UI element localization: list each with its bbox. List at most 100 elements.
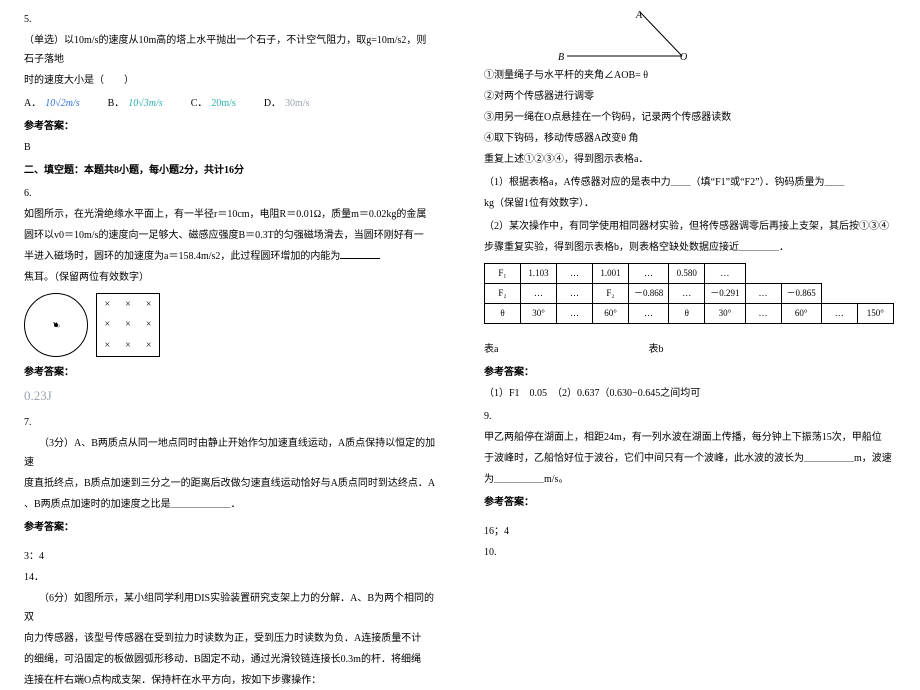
opt-a-label: A． <box>24 94 41 113</box>
q14-answer-label: 参考答案： <box>484 363 896 382</box>
q7-line3: 、B两质点加速时的加速度之比是＿＿＿＿＿＿． <box>24 495 436 514</box>
caption-a: 表a <box>484 340 498 359</box>
opt-d-value: 30m/s <box>285 94 309 113</box>
q14-line3: 的细绳，可沿固定的板做圆弧形移动．B固定不动，通过光滑铰链连接长0.3m的杆．将… <box>24 650 436 669</box>
ring-icon: v₀ <box>24 293 88 357</box>
cell: 30° <box>705 304 745 324</box>
cell: 0.580 <box>669 264 705 284</box>
opt-c-label: C． <box>191 94 208 113</box>
step1: ①测量绳子与水平杆的夹角∠AOB= θ <box>484 66 896 85</box>
q14-answer: （1）F1 0.05 （2）0.637（0.630−0.645之间均可 <box>484 384 896 403</box>
field-grid-icon: ××× ××× ××× <box>96 293 160 357</box>
table-a: F₁ 1.103 … 1.001 … 0.580 … F₂ … … F₂ －0.… <box>484 263 894 324</box>
cell: … <box>629 264 669 284</box>
q6-diagram: v₀ ××× ××× ××× <box>24 293 436 357</box>
q6-blank <box>340 250 380 259</box>
q7-num: 7. <box>24 413 436 432</box>
q5-line1: （单选）以10m/s的速度从10m高的塔上水平抛出一个石子，不计空气阻力，取g=… <box>24 31 436 69</box>
part1-line-b: kg（保留1位有效数字）． <box>484 194 896 213</box>
table-row: F₂ … … F₂ －0.868 … －0.291 … －0.865 <box>485 284 894 304</box>
q5-num: 5. <box>24 10 436 29</box>
v0-label: v₀ <box>53 316 60 331</box>
cell: 60° <box>593 304 629 324</box>
q7-answer-label: 参考答案： <box>24 518 436 537</box>
q5-line2: 时的速度大小是（ ） <box>24 71 436 90</box>
cell: θ <box>669 304 705 324</box>
cell: θ <box>485 304 521 324</box>
q6-line2: 圆环以v0＝10m/s的速度向一足够大、磁感应强度B＝0.3T的匀强磁场滑去，当… <box>24 226 436 245</box>
part2-line-b: 步骤重复实验，得到图示表格b，则表格空缺处数据应接近＿＿＿＿． <box>484 238 896 257</box>
q7-answer: 3：4 <box>24 547 436 566</box>
left-column: 5. （单选）以10m/s的速度从10m高的塔上水平抛出一个石子，不计空气阻力，… <box>0 0 460 651</box>
q6-line3: 半进入磁场时，圆环的加速度为a＝158.4m/s2，此过程圆环增加的内能为 <box>24 247 436 266</box>
q14-num: 14． <box>24 568 436 587</box>
cell: F₂ <box>593 284 629 304</box>
q6-line4: 焦耳。（保留两位有效数字） <box>24 268 436 287</box>
apex-B: B <box>558 48 564 67</box>
cell: … <box>629 304 669 324</box>
part2-line-a: （2）某次操作中，有同学使用相同器材实验，但将传感器调零后再接上支架，其后按①③… <box>484 217 896 236</box>
q10-num: 10. <box>484 543 896 562</box>
cell: 30° <box>521 304 557 324</box>
opt-a-value: 10√2m/s <box>45 94 79 113</box>
cell: －0.868 <box>629 284 669 304</box>
cell: F₁ <box>485 264 521 284</box>
apex-O: O <box>680 48 687 67</box>
q7-line2: 度直抵终点，B质点加速到三分之一的距离后改做匀速直线运动恰好与A质点同时到达终点… <box>24 474 436 493</box>
cell: －0.291 <box>705 284 745 304</box>
q9-line2: 于波峰时，乙船恰好位于波谷，它们中间只有一个波峰，此水波的波长为＿＿＿＿＿m，波… <box>484 449 896 468</box>
q9-num: 9. <box>484 407 896 426</box>
cell: … <box>557 284 593 304</box>
q5-answer-label: 参考答案： <box>24 117 436 136</box>
opt-c-value: 20m/s <box>211 94 235 113</box>
q6-line3-text: 半进入磁场时，圆环的加速度为a＝158.4m/s2，此过程圆环增加的内能为 <box>24 251 340 262</box>
right-column: A B O ①测量绳子与水平杆的夹角∠AOB= θ ②对两个传感器进行调零 ③用… <box>460 0 920 651</box>
q14-line1: （6分）如图所示，某小组同学利用DIS实验装置研究支架上力的分解．A、B为两个相… <box>24 589 436 627</box>
step2: ②对两个传感器进行调零 <box>484 87 896 106</box>
cell: … <box>669 284 705 304</box>
caption-b: 表b <box>648 340 663 359</box>
cell: … <box>557 264 593 284</box>
q9-answer-label: 参考答案： <box>484 493 896 512</box>
q5-opt-d: D． 30m/s <box>264 94 310 113</box>
q6-num: 6. <box>24 184 436 203</box>
cell: … <box>745 284 781 304</box>
cell: 60° <box>781 304 821 324</box>
cell: … <box>821 304 857 324</box>
opt-b-value: 10√3m/s <box>128 94 162 113</box>
q14-line2: 向力传感器，该型号传感器在受到拉力时读数为正，受到压力时读数为负．A连接质量不计 <box>24 629 436 648</box>
step4: ④取下钩码，移动传感器A改变θ 角 <box>484 129 896 148</box>
table-captions: 表a 表b <box>484 340 896 359</box>
table-row: θ 30° … 60° … θ 30° … 60° … 150° <box>485 304 894 324</box>
tables-row: F₁ 1.103 … 1.001 … 0.580 … F₂ … … F₂ －0.… <box>484 259 896 328</box>
q6-line1: 如图所示，在光滑绝缘水平面上，有一半径r＝10cm，电阻R＝0.01Ω，质量m＝… <box>24 205 436 224</box>
q6-answer: 0.23J <box>24 384 436 409</box>
q5-opt-b: B． 10√3m/s <box>108 94 163 113</box>
support-diagram: A B O <box>564 8 714 62</box>
cell: … <box>521 284 557 304</box>
q5-opt-a: A． 10√2m/s <box>24 94 80 113</box>
step5: 重复上述①②③④，得到图示表格a． <box>484 150 896 169</box>
step3: ③用另一绳在O点悬挂在一个钩码，记录两个传感器读数 <box>484 108 896 127</box>
q5-options: A． 10√2m/s B． 10√3m/s C． 20m/s D． 30m/s <box>24 94 436 113</box>
q6-answer-label: 参考答案： <box>24 363 436 382</box>
q9-line3: 为＿＿＿＿＿m/s。 <box>484 470 896 489</box>
cell: … <box>705 264 745 284</box>
apex-A: A <box>636 6 642 25</box>
section2-heading: 二、填空题：本题共8小题，每小题2分，共计16分 <box>24 161 436 180</box>
opt-d-label: D． <box>264 94 281 113</box>
q9-line1: 甲乙两船停在湖面上，相距24m，有一列水波在湖面上传播，每分钟上下振荡15次，甲… <box>484 428 896 447</box>
q14-line4: 连接在杆右端O点构成支架．保持杆在水平方向，按如下步骤操作： <box>24 671 436 690</box>
cell: F₂ <box>485 284 521 304</box>
q9-answer: 16；4 <box>484 522 896 541</box>
table-row: F₁ 1.103 … 1.001 … 0.580 … <box>485 264 894 284</box>
q7-line1: （3分）A、B两质点从同一地点同时由静止开始作匀加速直线运动，A质点保持以恒定的… <box>24 434 436 472</box>
cell: 1.001 <box>593 264 629 284</box>
part1-line-a: （1）根据表格a，A传感器对应的是表中力＿＿（填“F1”或“F2”）．钩码质量为… <box>484 173 896 192</box>
cell: … <box>557 304 593 324</box>
cell: －0.865 <box>781 284 821 304</box>
opt-b-label: B． <box>108 94 125 113</box>
cell: 1.103 <box>521 264 557 284</box>
q5-opt-c: C． 20m/s <box>191 94 236 113</box>
cell: … <box>745 304 781 324</box>
